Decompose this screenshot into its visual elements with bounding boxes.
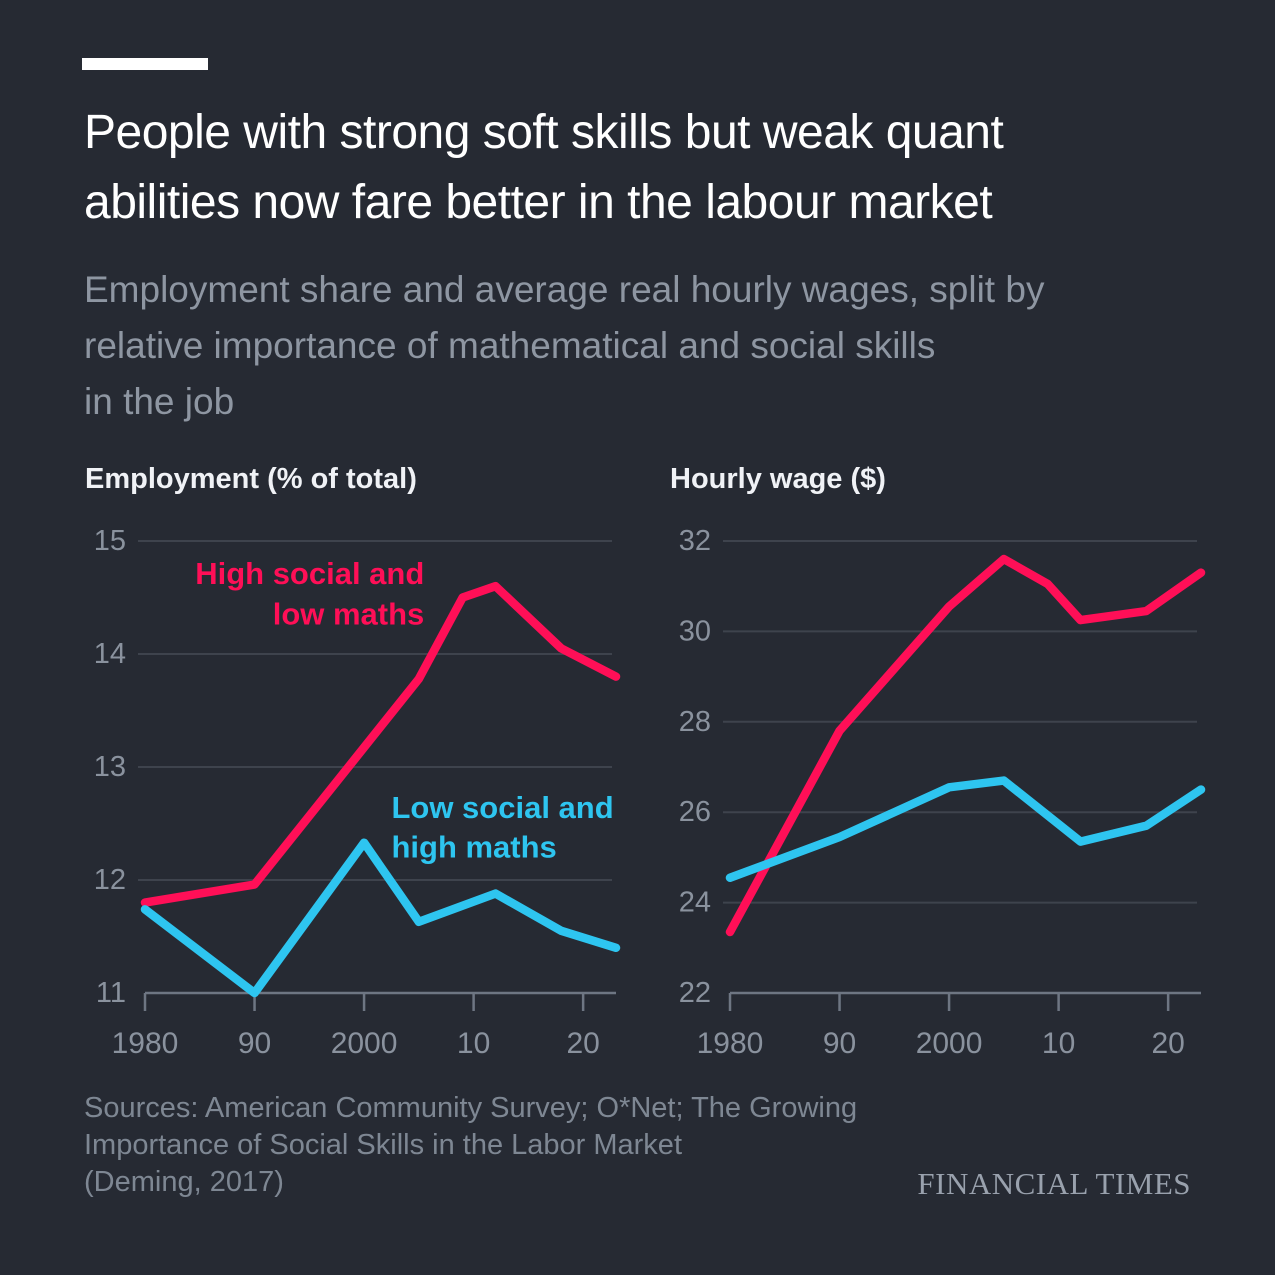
series-line-low-social-and-high-maths [725,776,1206,882]
source-line-1: Sources: American Community Survey; O*Ne… [84,1092,858,1124]
subtitle-line-2: relative importance of mathematical and … [84,325,936,366]
x-tick-label-2010: 10 [1042,1027,1075,1060]
x-tick-label-2020: 20 [566,1027,599,1060]
y-tick-label-14: 14 [94,638,126,670]
x-tick-label-1980: 1980 [697,1027,764,1060]
hourly-wage-chart: Hourly wage ($) 22 24 26 28 30 32 1980 90 2000 10 2… [670,463,1206,1060]
title-line-2: abilities now fare better in the labour … [84,176,993,229]
x-tick-label-2000: 2000 [916,1027,983,1060]
subtitle-line-3: in the job [84,381,235,422]
series-label-low-social-and-high-maths-line-1: Low social and [391,790,613,825]
title-line-1: People with strong soft skills but weak … [84,106,1004,159]
y-tick-label-24: 24 [679,887,711,919]
series-label-high-social-and-low-maths-line-2: low maths [273,597,425,632]
page-subtitle: Employment share and average real hourly… [84,262,1044,430]
y-tick-label-28: 28 [679,706,711,738]
y-tick-label-32: 32 [679,525,711,557]
financial-times-logo: FINANCIAL TIMES [917,1166,1191,1201]
y-tick-label-22: 22 [679,977,711,1009]
chart-title-employment-of-total-: Employment (% of total) [85,463,417,495]
x-tick-label-2010: 10 [457,1027,490,1060]
series-line-high-social-and-low-maths [725,554,1206,937]
source-line-3: (Deming, 2017) [84,1166,284,1198]
chart-title-hourly-wage-: Hourly wage ($) [670,463,886,495]
source-note: Sources: American Community Survey; O*Ne… [84,1090,857,1201]
x-tick-label-2020: 20 [1151,1027,1184,1060]
y-tick-label-12: 12 [94,864,126,896]
y-tick-label-26: 26 [679,796,711,828]
employment-share-chart: Employment (% of total) 11 12 13 14 15 1980 90 2… [85,463,621,1060]
y-tick-label-13: 13 [94,751,126,783]
series-line-high-social-and-low-maths [140,581,621,907]
subtitle-line-1: Employment share and average real hourly… [84,269,1045,310]
x-tick-label-1980: 1980 [112,1027,179,1060]
series-label-low-social-and-high-maths-line-2: high maths [391,829,556,864]
accent-bar [82,58,208,70]
source-line-2: Importance of Social Skills in the Labor… [84,1129,682,1161]
page-title: People with strong soft skills but weak … [84,98,1004,238]
series-label-high-social-and-low-maths-line-1: High social and [195,556,424,591]
x-tick-label-2000: 2000 [331,1027,398,1060]
series-line-low-social-and-high-maths [140,838,621,998]
y-tick-label-11: 11 [96,977,126,1009]
x-tick-label-1990: 90 [823,1027,856,1060]
y-tick-label-15: 15 [94,525,126,557]
y-tick-label-30: 30 [679,615,711,647]
x-tick-label-1990: 90 [238,1027,271,1060]
